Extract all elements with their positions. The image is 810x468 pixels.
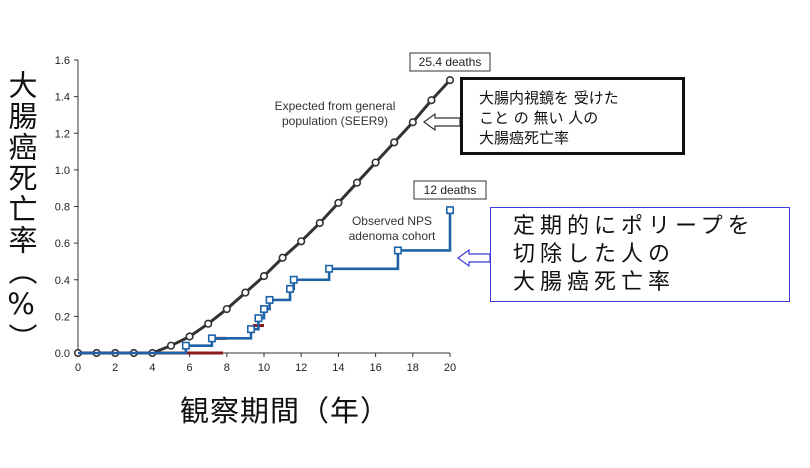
x-tick-label: 6 [187, 362, 193, 374]
expected-point [222, 304, 231, 314]
callout-unscreened-line-1: 大腸内視鏡を 受けた [479, 89, 619, 107]
x-tick-label: 8 [224, 362, 230, 374]
observed-point [325, 264, 334, 273]
y-tick-label: 0.6 [55, 238, 70, 250]
observed-point [246, 325, 255, 334]
expected-point [259, 271, 269, 281]
observed-point [265, 295, 274, 304]
observed-point [207, 334, 216, 343]
chart-series [73, 76, 455, 358]
expected-point [352, 178, 362, 187]
x-tick-label: 18 [407, 362, 419, 374]
callout-unscreened-line-2: こと の 無い 人の [479, 109, 599, 127]
y-tick-label: 1.0 [55, 165, 70, 177]
expected-point [297, 237, 306, 246]
callout-polypectomy-line-3: 大腸癌死亡率 [513, 270, 676, 295]
callout-polypectomy-box: 定期的にポリープを 切除した人の 大腸癌死亡率 [490, 207, 790, 302]
expected-label-line-2: population (SEER9) [282, 114, 388, 128]
x-tick-label: 0 [75, 362, 81, 374]
y-tick-label: 0.0 [55, 348, 70, 360]
deaths-expected-box [409, 52, 491, 72]
expected-point [390, 138, 399, 147]
y-tick-label: 1.2 [55, 128, 70, 140]
y-tick-label: 1.6 [55, 55, 70, 67]
expected-point [166, 341, 176, 350]
expected-point [427, 96, 436, 105]
callout-unscreened-box: 大腸内視鏡を 受けた こと の 無い 人の 大腸癌死亡率 [460, 77, 685, 155]
callout-polypectomy-line-1: 定期的にポリープを [513, 214, 755, 239]
expected-point [185, 332, 194, 341]
chart-axes: 0 2 4 6 8 10 12 14 16 18 20 0.0 0.2 0.4 0.6 0.8 1.0 1.2 1.… [55, 55, 456, 374]
y-axis-title: 大腸癌死亡率（%） [4, 70, 38, 354]
observed-point [286, 284, 295, 293]
y-tick-label: 0.8 [55, 202, 70, 214]
observed-label-line-2: adenoma cohort [349, 229, 436, 243]
arrow-to-observed-icon [456, 248, 491, 268]
x-tick-label: 4 [149, 362, 155, 374]
expected-point [445, 76, 455, 85]
x-tick-label: 10 [258, 362, 270, 374]
expected-point [408, 118, 417, 127]
observed-label-line-1: Observed NPS [352, 214, 432, 228]
observed-point [289, 275, 298, 284]
y-tick-label: 0.4 [55, 275, 70, 287]
expected-point [278, 253, 287, 262]
callout-polypectomy-line-2: 切除した人の [513, 242, 676, 267]
expected-label-line-1: Expected from general [275, 99, 396, 113]
callout-unscreened-line-3: 大腸癌死亡率 [479, 129, 570, 147]
x-tick-label: 14 [332, 362, 344, 374]
x-tick-label: 12 [295, 362, 307, 374]
y-tick-label: 1.4 [55, 92, 70, 104]
expected-point [315, 218, 324, 228]
x-tick-label: 2 [112, 362, 118, 374]
observed-point [259, 305, 268, 314]
expected-point [371, 158, 380, 167]
deaths-observed-label: 12 deaths [424, 183, 477, 197]
expected-point [334, 198, 343, 207]
deaths-expected-label: 25.4 deaths [419, 55, 482, 69]
observed-point [393, 246, 402, 255]
x-axis-title: 観察期間（年） [180, 394, 391, 428]
observed-point [181, 341, 190, 350]
deaths-observed-box [413, 180, 487, 200]
x-tick-label: 16 [369, 362, 381, 374]
y-tick-label: 0.2 [55, 311, 70, 323]
expected-point [241, 288, 250, 297]
x-tick-label: 20 [444, 362, 456, 374]
arrow-to-expected-icon [422, 112, 461, 132]
observed-point [445, 206, 454, 215]
observed-point [254, 314, 263, 323]
expected-point [204, 319, 213, 328]
